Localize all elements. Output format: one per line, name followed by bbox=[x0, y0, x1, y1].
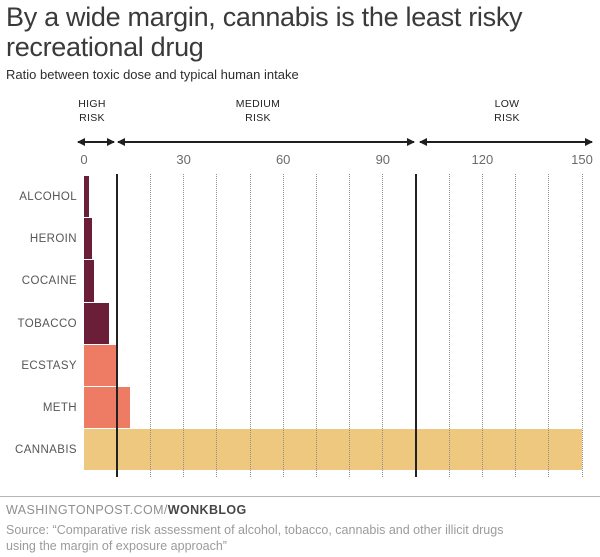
gridline-20 bbox=[149, 174, 151, 477]
arrow-left-head-icon bbox=[77, 137, 85, 146]
zone-boundary-line-10 bbox=[116, 174, 118, 477]
brand-wonkblog: WONKBLOG bbox=[167, 503, 247, 517]
bar-heroin bbox=[84, 218, 93, 260]
bar-cocaine bbox=[84, 260, 94, 302]
row-label-meth: METH bbox=[42, 402, 77, 414]
row-label-cocaine: COCAINE bbox=[21, 275, 77, 288]
row-label-cannabis: CANNABIS bbox=[15, 444, 77, 457]
arrow-left-head-icon bbox=[117, 137, 125, 146]
brand-line: WASHINGTONPOST.COM/WONKBLOG bbox=[6, 503, 247, 517]
gridline-150 bbox=[581, 174, 583, 477]
zone-label-medium-risk: MEDIUM RISK bbox=[235, 98, 281, 125]
low-risk-range-arrow-icon bbox=[419, 137, 593, 146]
gridline-80 bbox=[349, 174, 351, 477]
title-line-1: By a wide margin, cannabis is the least … bbox=[6, 2, 523, 32]
arrow-right-head-icon bbox=[107, 137, 115, 146]
gridline-40 bbox=[216, 174, 218, 477]
gridline-140 bbox=[548, 174, 550, 477]
bar-cannabis bbox=[84, 429, 582, 471]
gridline-120 bbox=[481, 174, 483, 477]
bar-meth bbox=[84, 387, 131, 429]
x-tick-120: 120 bbox=[471, 152, 494, 167]
zone-boundary-line-100 bbox=[415, 174, 417, 477]
x-tick-90: 90 bbox=[375, 152, 391, 167]
gridline-90 bbox=[382, 174, 384, 477]
gridline-60 bbox=[282, 174, 284, 477]
row-label-alcohol: ALCOHOL bbox=[19, 191, 77, 203]
source-note: Source: “Comparative risk assessment of … bbox=[6, 523, 504, 554]
arrow-right-head-icon bbox=[585, 137, 593, 146]
x-tick-60: 60 bbox=[275, 152, 291, 167]
title-line-2: recreational drug bbox=[6, 31, 204, 62]
bar-ecstasy bbox=[84, 344, 118, 386]
footer-divider bbox=[0, 496, 600, 497]
high-risk-range-arrow-icon bbox=[77, 137, 115, 146]
bar-alcohol bbox=[84, 176, 89, 218]
brand-prefix: WASHINGTONPOST.COM/ bbox=[6, 503, 168, 517]
x-tick-0: 0 bbox=[80, 152, 88, 167]
arrow-right-head-icon bbox=[407, 137, 415, 146]
gridline-30 bbox=[183, 174, 185, 477]
row-label-tobacco: TOBACCO bbox=[17, 317, 77, 330]
gridline-70 bbox=[315, 174, 317, 477]
medium-risk-range-arrow-icon bbox=[117, 137, 415, 146]
row-label-heroin: HEROIN bbox=[29, 233, 77, 246]
bar-tobacco bbox=[84, 302, 109, 344]
row-label-ecstasy: ECSTASY bbox=[21, 359, 77, 372]
arrow-left-head-icon bbox=[419, 137, 427, 146]
x-tick-150: 150 bbox=[571, 152, 593, 167]
zone-label-high-risk: HIGH RISK bbox=[78, 98, 106, 125]
page-title: By a wide margin, cannabis is the least … bbox=[6, 2, 566, 62]
chart-subtitle: Ratio between toxic dose and typical hum… bbox=[6, 67, 299, 82]
gridline-50 bbox=[249, 174, 251, 477]
gridline-110 bbox=[448, 174, 450, 477]
gridline-130 bbox=[515, 174, 517, 477]
x-tick-30: 30 bbox=[176, 152, 191, 167]
zone-label-low-risk: LOW RISK bbox=[494, 98, 520, 125]
